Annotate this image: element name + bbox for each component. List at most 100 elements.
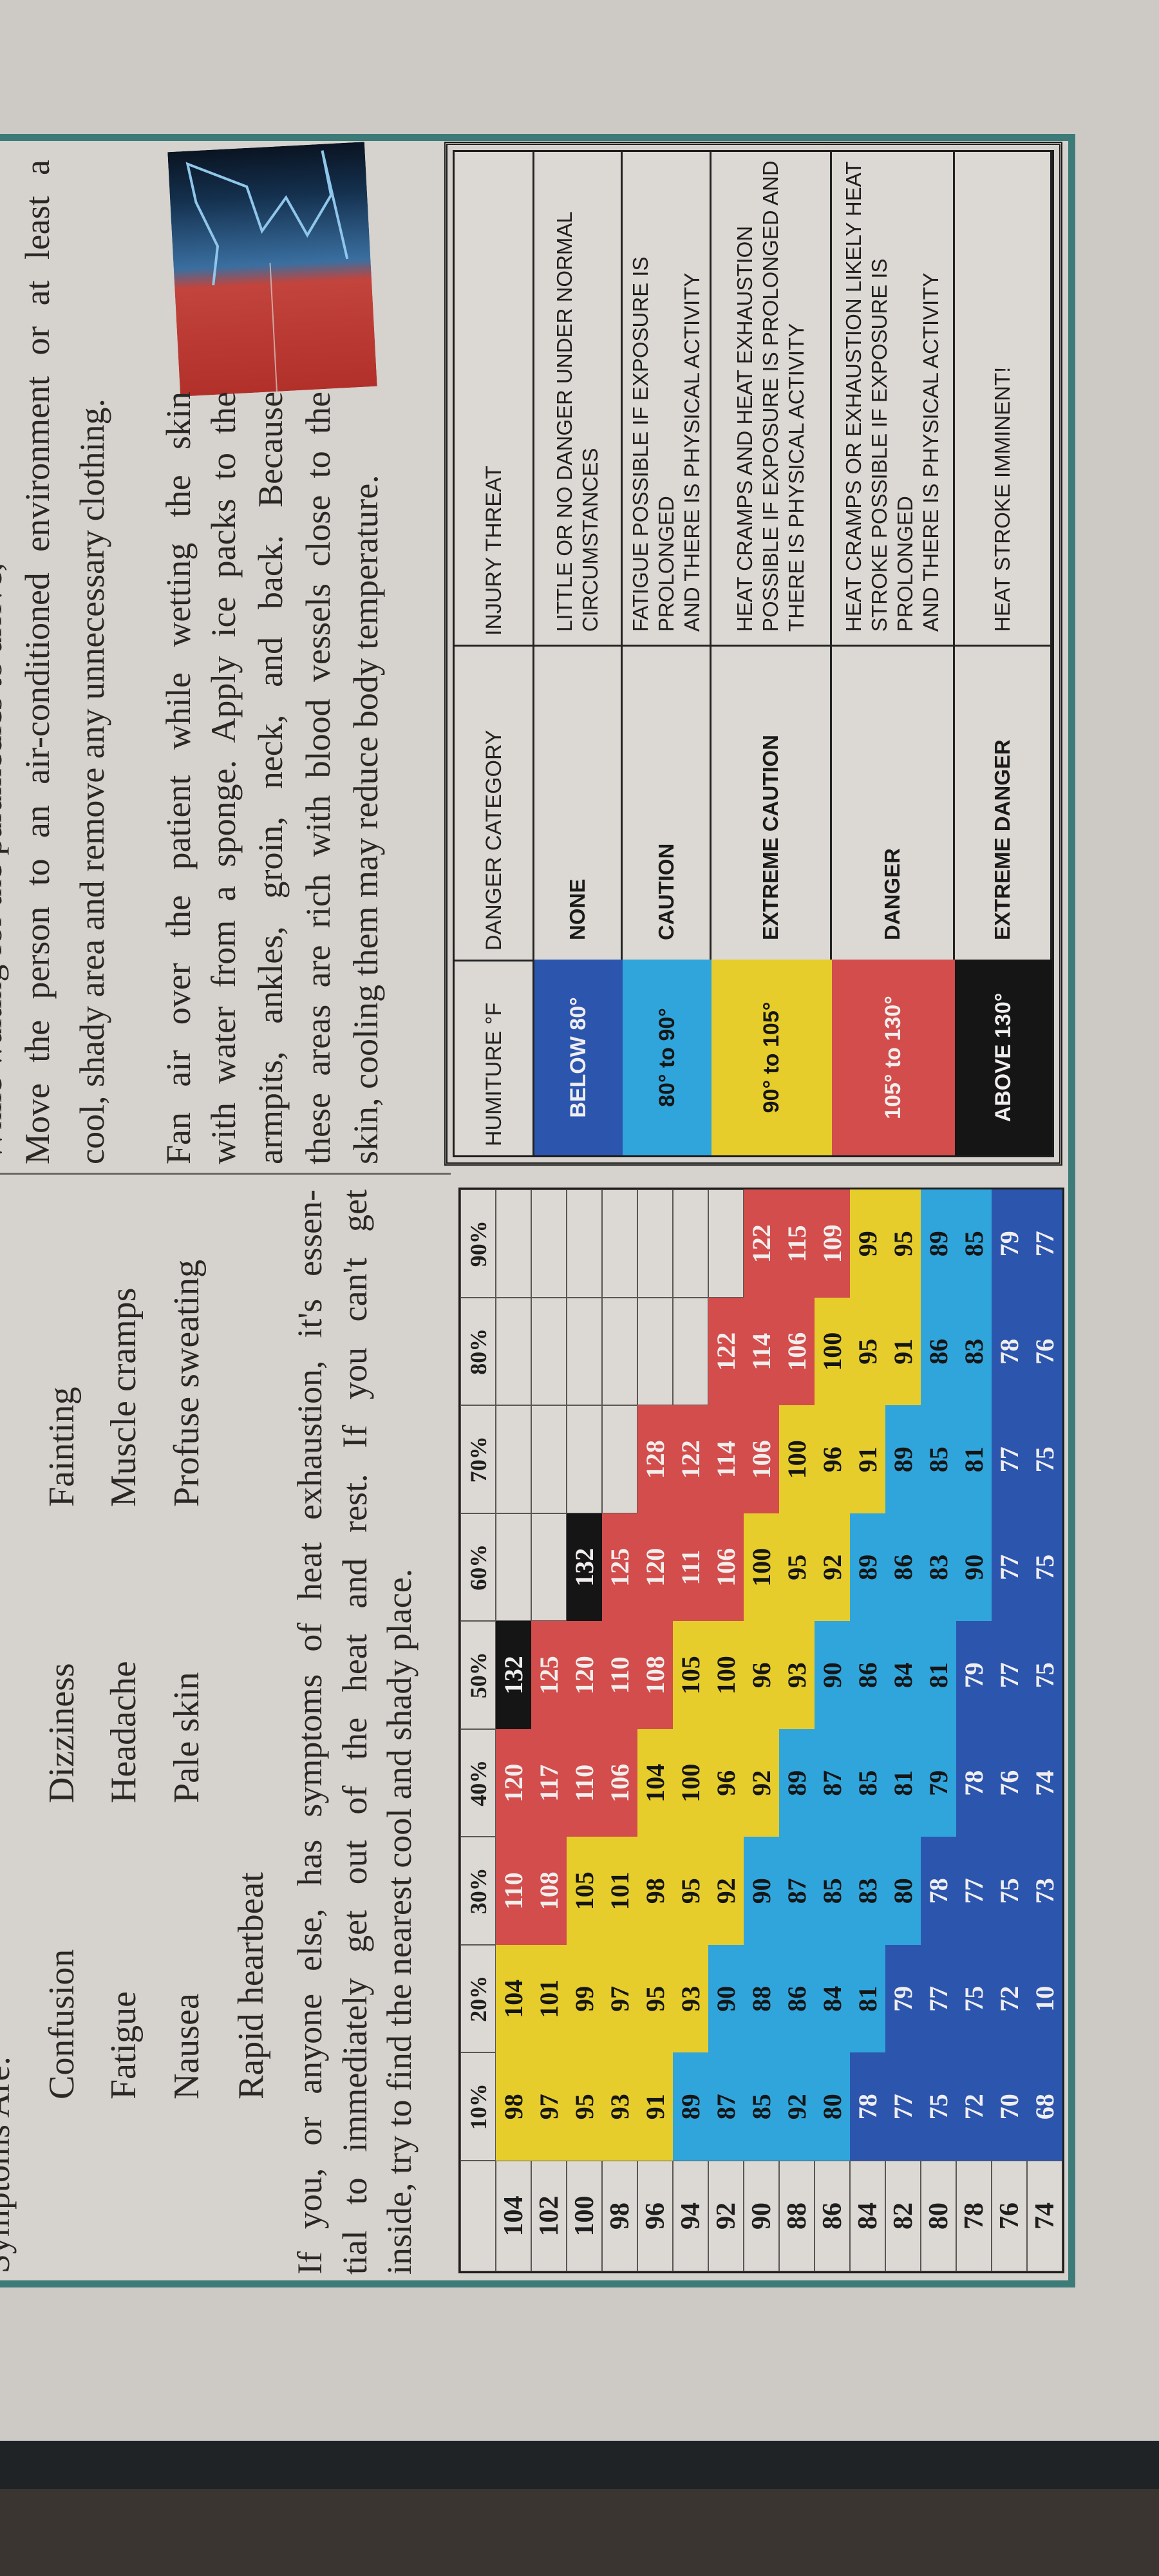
heat-index-cell: 72 [956,2052,992,2161]
heat-index-cell: 88 [744,1945,779,2053]
heat-index-cell: 85 [956,1189,992,1298]
heat-index-cell: 105 [567,1837,602,1945]
heat-index-cell: 89 [673,2052,708,2161]
injury-threat-line: AND THERE IS PHYSICAL ACTIVITY [679,272,704,632]
heat-index-cell: 10 [1027,1945,1062,2053]
temperature-label: 74 [1027,2161,1062,2271]
temperature-label: 96 [637,2161,673,2271]
heat-index-cell: 96 [815,1405,850,1513]
heat-index-cell: 110 [496,1837,531,1945]
humidity-header: 10% [460,2052,496,2161]
danger-category: NONE [534,645,623,960]
injury-threat-line: HEAT STROKE IMMINENT! [990,366,1014,632]
injury-threat: FATIGUE POSSIBLE IF EXPOSURE IS PROLONGE… [623,152,711,645]
heat-index-cell: 81 [956,1405,992,1513]
heat-index-cell: 77 [1027,1189,1062,1298]
heat-index-cell: 90 [815,1621,850,1729]
heat-index-cell: 114 [708,1405,744,1513]
heat-index-cell: 81 [850,1945,885,2053]
humidity-header: 70% [460,1405,496,1513]
heat-index-cell: 93 [673,1945,708,2053]
heat-index-cell [567,1405,602,1513]
heat-index-cell [602,1189,637,1298]
symptom-item: Confusion [42,1949,82,2099]
humidity-header: 20% [460,1945,496,2053]
heat-index-table: 10% 20% 30% 40% 50% 60% 70% 80% 90% 104 98 104 110 12… [458,1188,1064,2273]
heat-index-cell [673,1189,708,1298]
heat-index-cell: 99 [850,1189,885,1298]
heat-index-cell: 132 [567,1513,602,1622]
heat-index-cell [531,1405,567,1513]
heat-index-cell: 110 [602,1621,637,1729]
heat-index-cell: 92 [744,1729,779,1837]
heat-index-cell: 115 [779,1189,815,1298]
heat-index-cell: 89 [850,1513,885,1622]
temperature-label: 84 [850,2161,885,2271]
heat-index-cell: 100 [744,1513,779,1622]
symptoms-heading: Symptoms Are: [0,2056,17,2273]
heat-index-cell: 106 [708,1513,744,1622]
humiture-range: ABOVE 130° [955,960,1052,1155]
heat-index-cell: 97 [602,1945,637,2053]
injury-threat-text: HEAT CRAMPS OR EXHAUSTION LIKELY HEAT STR… [841,152,944,632]
heat-index-cell: 120 [637,1513,673,1622]
humidity-header: 90% [460,1189,496,1298]
heat-index-cell: 89 [921,1189,956,1298]
heat-index-cell: 86 [885,1513,921,1622]
heat-index-cell: 100 [673,1729,708,1837]
heat-index-cell: 128 [637,1405,673,1513]
heat-index-cell: 95 [850,1298,885,1406]
heat-index-cell: 85 [744,2052,779,2161]
danger-category: EXTREME CAUTION [711,645,832,960]
heat-index-cell: 89 [885,1405,921,1513]
heat-index-cell: 117 [531,1729,567,1837]
humiture-range: BELOW 80° [534,960,623,1155]
danger-category: DANGER [832,645,955,960]
heat-index-cell: 100 [708,1621,744,1729]
heat-index-cell: 125 [602,1513,637,1622]
humiture-range: 105° to 130° [832,960,955,1155]
heat-index-cell: 81 [885,1729,921,1837]
heat-index-cell: 90 [744,1837,779,1945]
injury-threat-line: THERE IS PHYSICAL ACTIVITY [784,323,808,632]
heat-index-cell: 79 [956,1621,992,1729]
heat-index-cell [602,1405,637,1513]
paragraph-line: inside, try to find the nearest cool and… [380,1568,419,2275]
danger-table-header: HUMITURE °F [455,960,534,1155]
heat-index-cell: 85 [850,1729,885,1837]
heat-index-cell: 90 [956,1513,992,1622]
heat-index-cell: 87 [815,1729,850,1837]
heat-index-cell: 104 [496,1945,531,2053]
heat-index-cell: 109 [815,1189,850,1298]
injury-threat-line: LITTLE OR NO DANGER UNDER NORMAL [552,211,576,632]
danger-category: EXTREME DANGER [955,645,1052,960]
heat-index-cell: 111 [673,1513,708,1622]
temperature-label: 80 [921,2161,956,2271]
heat-index-cell: 104 [637,1729,673,1837]
humidity-header: 60% [460,1513,496,1622]
heat-index-cell: 108 [637,1621,673,1729]
heat-index-cell: 97 [531,2052,567,2161]
heartbeat-photo [167,142,377,397]
danger-table-header: DANGER CATEGORY [455,645,534,960]
injury-threat-line: AND THERE IS PHYSICAL ACTIVITY [919,272,943,632]
paragraph-line: cool, shady area and remove any unnecess… [73,398,111,1164]
heat-index-cell: 106 [744,1405,779,1513]
heat-index-cell [496,1298,531,1406]
symptom-item: Nausea [167,1993,207,2099]
temperature-label: 94 [673,2161,708,2271]
heat-index-cell: 87 [708,2052,744,2161]
symptom-item: Fainting [42,1387,82,1507]
paragraph-line: If you, or anyone else, has symptoms of … [290,1189,329,2275]
heat-index-cell: 91 [885,1298,921,1406]
heat-index-cell [637,1298,673,1406]
injury-threat-text: LITTLE OR NO DANGER UNDER NORMAL CIRCUMST… [552,211,603,632]
heat-index-cell: 86 [921,1298,956,1406]
heat-index-cell: 101 [602,1837,637,1945]
heat-index-cell: 79 [992,1189,1027,1298]
paragraph-line: Move the person to an air-conditioned en… [18,160,57,1164]
heat-index-cell: 96 [708,1729,744,1837]
heat-index-cell: 86 [850,1621,885,1729]
heat-index-cell: 100 [815,1298,850,1406]
